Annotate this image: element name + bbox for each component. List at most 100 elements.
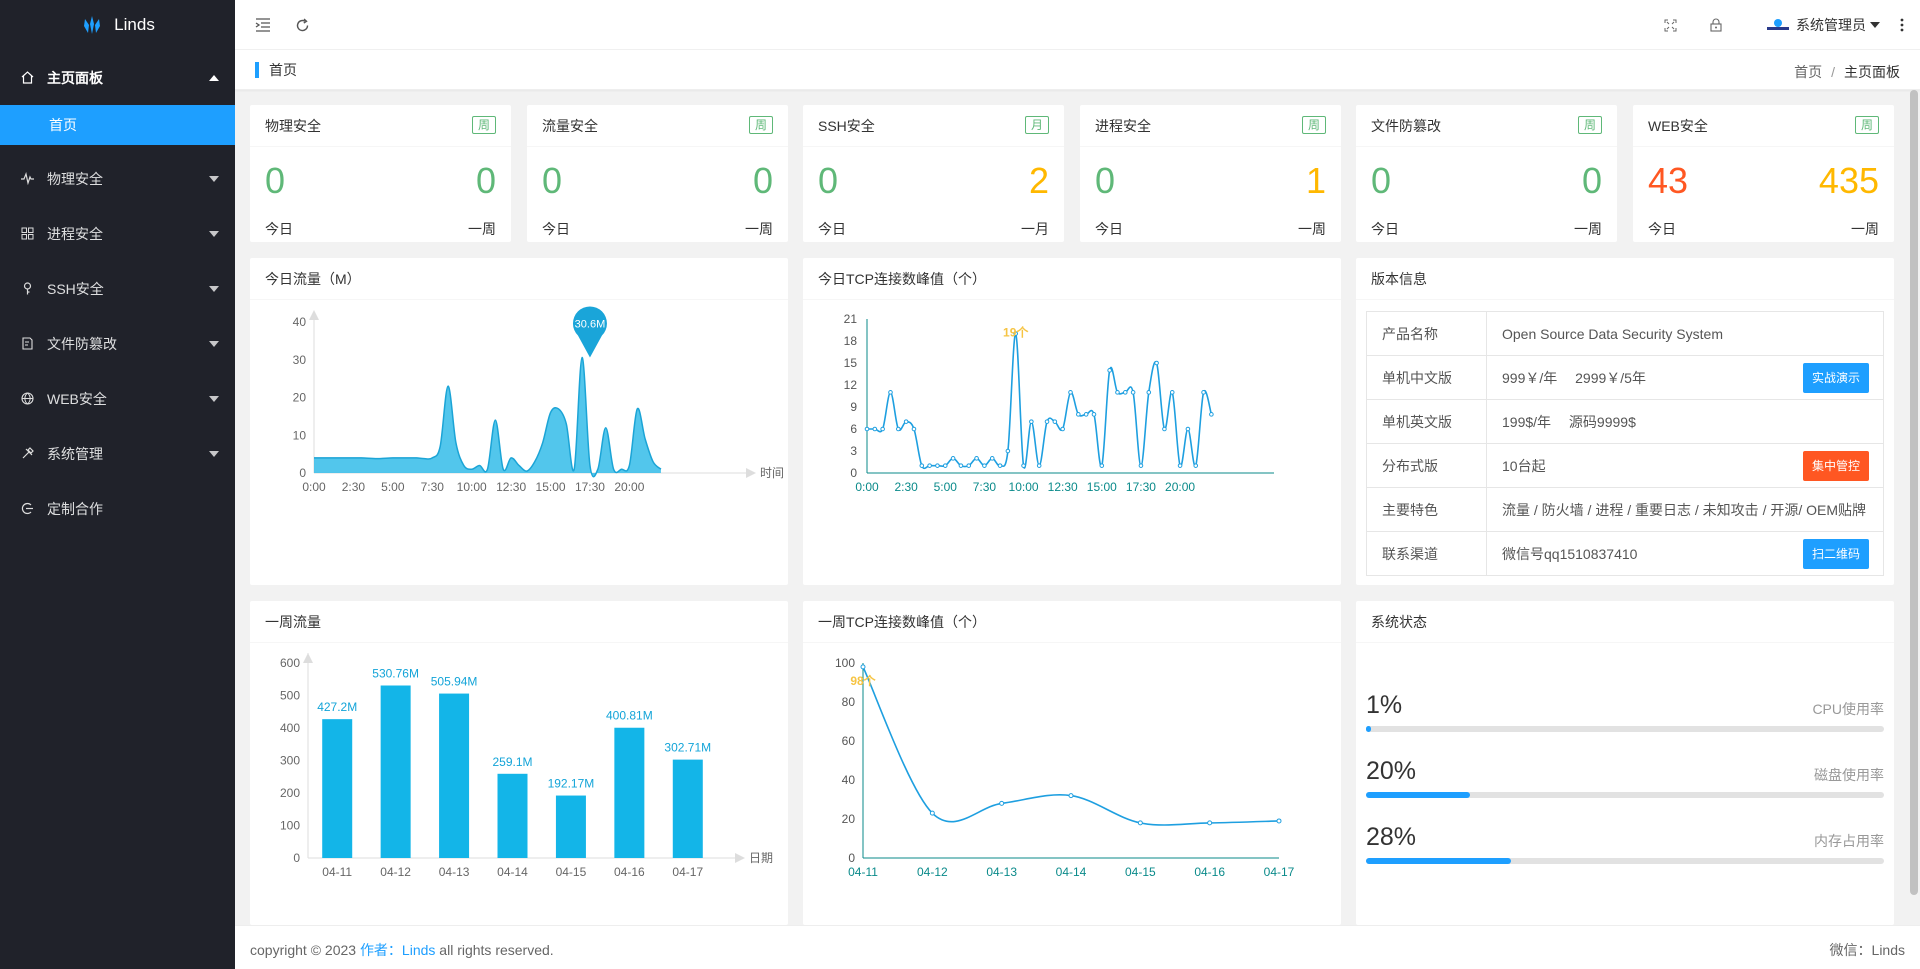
footer-copyright: copyright © 2023 作者：Linds all rights res…: [250, 940, 554, 960]
data-point: [1137, 820, 1143, 826]
stat-card-web: WEB安全 周 43 435 今日 一周: [1633, 105, 1894, 242]
period-badge: 周: [1577, 116, 1602, 134]
scrollbar[interactable]: [1910, 90, 1918, 895]
data-point: [860, 664, 866, 670]
sidebar-item-cooperate[interactable]: 定制合作: [0, 481, 235, 536]
chevron-up-icon: [209, 74, 219, 81]
x-tick-label: 10:00: [457, 480, 487, 494]
sidebar-item-physical[interactable]: 物理安全: [0, 151, 235, 206]
today-tcp-panel: 今日TCP连接数峰值（个） 0 3 6 9 12 15 18 21 0:00 2:30 5:00 7:…: [803, 258, 1341, 585]
refresh-button[interactable]: [287, 0, 317, 50]
cpu-progress-bar: [1366, 726, 1884, 732]
row-value: 10台起 集中管控: [1486, 443, 1884, 488]
row-value-text: 10台起: [1502, 457, 1546, 474]
x-tick-label: 15:00: [536, 480, 566, 494]
today-label: 今日: [1371, 221, 1399, 237]
x-tick-label: 7:30: [973, 480, 997, 494]
memory-label: 内存占用率: [1814, 833, 1884, 849]
memory-progress-bar: [1366, 858, 1884, 864]
data-point: [1107, 368, 1112, 373]
data-point: [997, 463, 1003, 468]
data-point: [1060, 426, 1065, 432]
x-tick-label: 04-12: [917, 865, 948, 879]
author-link[interactable]: 作者：Linds: [359, 942, 436, 958]
tab-home[interactable]: 首页: [255, 62, 297, 78]
top-header: 系统管理员: [235, 0, 1920, 50]
sidebar-item-ssh[interactable]: SSH安全: [0, 261, 235, 316]
user-menu[interactable]: 系统管理员: [1766, 0, 1880, 50]
breadcrumb-home[interactable]: 首页: [1794, 64, 1823, 80]
rights-text: all rights reserved.: [435, 942, 554, 958]
cpu-percent: 1%: [1366, 691, 1403, 719]
central-control-button[interactable]: 集中管控: [1802, 450, 1869, 481]
x-tick-label: 7:30: [421, 480, 445, 494]
today-label: 今日: [265, 221, 293, 237]
user-name: 系统管理员: [1796, 17, 1866, 33]
row-value-text: Open Source Data Security System: [1502, 325, 1723, 342]
x-tick-label: 17:30: [575, 480, 605, 494]
key-icon: [20, 282, 34, 296]
card-title: WEB安全: [1633, 105, 1894, 147]
y-tick-label: 40: [293, 315, 307, 329]
lock-screen-button[interactable]: [1701, 0, 1731, 50]
data-point: [1029, 419, 1034, 424]
memory-percent: 28%: [1366, 823, 1417, 851]
scan-qrcode-button[interactable]: 扫二维码: [1802, 538, 1869, 569]
today-value: 43: [1648, 160, 1689, 201]
disk-progress-bar: [1366, 792, 1884, 798]
more-button[interactable]: [1892, 0, 1912, 50]
data-point: [1122, 390, 1128, 395]
week-tcp-panel: 一周TCP连接数峰值（个） 0 20 40 60 80 100 04-11 04-12 04-1…: [803, 601, 1341, 925]
cpu-label: CPU使用率: [1812, 701, 1884, 717]
x-tick-label: 04-13: [439, 865, 470, 879]
file-edit-icon: [20, 337, 34, 351]
app-logo[interactable]: Linds: [0, 0, 235, 50]
panel-title: 一周TCP连接数峰值（个）: [803, 601, 1341, 643]
chevron-down-icon: [209, 395, 219, 402]
period-badge: 周: [748, 116, 773, 134]
progress-fill: [1366, 726, 1372, 732]
data-point: [1162, 426, 1167, 432]
peak-label: 30.6M: [575, 318, 606, 330]
data-label: 530.76M: [372, 667, 419, 681]
data-label: 400.81M: [606, 709, 653, 723]
collapse-menu-button[interactable]: [248, 0, 278, 50]
period-badge: 月: [1024, 116, 1049, 134]
sidebar-item-dashboard[interactable]: 主页面板: [0, 50, 235, 105]
sidebar-subitem-home[interactable]: 首页: [0, 105, 235, 145]
data-point: [950, 456, 956, 461]
tab-bar: 首页 首页 / 主页面板: [235, 50, 1920, 90]
data-label: 505.94M: [431, 675, 478, 689]
x-tick-label: 12:30: [1048, 480, 1078, 494]
y-axis-arrow: [303, 653, 313, 663]
data-point: [1005, 448, 1011, 454]
sidebar-item-system[interactable]: 系统管理: [0, 426, 235, 481]
y-tick-label: 300: [280, 754, 300, 768]
data-point: [911, 426, 917, 432]
y-tick-label: 20: [842, 812, 856, 826]
y-tick-label: 600: [280, 656, 300, 670]
period-badge: 周: [1301, 116, 1326, 134]
sidebar-item-label: 文件防篡改: [47, 335, 117, 352]
stat-card-file-tamper: 文件防篡改 周 0 0 今日 一周: [1356, 105, 1617, 242]
x-tick-label: 04-16: [1194, 865, 1225, 879]
period-value: 0: [752, 160, 773, 201]
x-axis-label: 时间: [760, 466, 784, 480]
today-label: 今日: [542, 221, 570, 237]
x-tick-label: 04-14: [1056, 865, 1087, 879]
sidebar-item-file-tamper[interactable]: 文件防篡改: [0, 316, 235, 371]
fullscreen-button[interactable]: [1655, 0, 1685, 50]
data-point: [929, 810, 935, 816]
sidebar-item-label: 定制合作: [47, 500, 103, 517]
period-label: 一周: [1851, 221, 1879, 237]
x-tick-label: 5:00: [381, 480, 405, 494]
period-label: 一周: [468, 221, 496, 237]
card-title: SSH安全: [803, 105, 1064, 147]
period-value: 0: [475, 160, 496, 201]
sidebar-item-process[interactable]: 进程安全: [0, 206, 235, 261]
live-demo-button[interactable]: 实战演示: [1802, 362, 1869, 393]
sidebar-item-web[interactable]: WEB安全: [0, 371, 235, 426]
cooperate-icon: [20, 502, 34, 516]
y-tick-label: 400: [280, 721, 300, 735]
sidebar: Linds 主页面板 首页 物理安全 进程安全 SSH安全 文件防: [0, 0, 235, 969]
